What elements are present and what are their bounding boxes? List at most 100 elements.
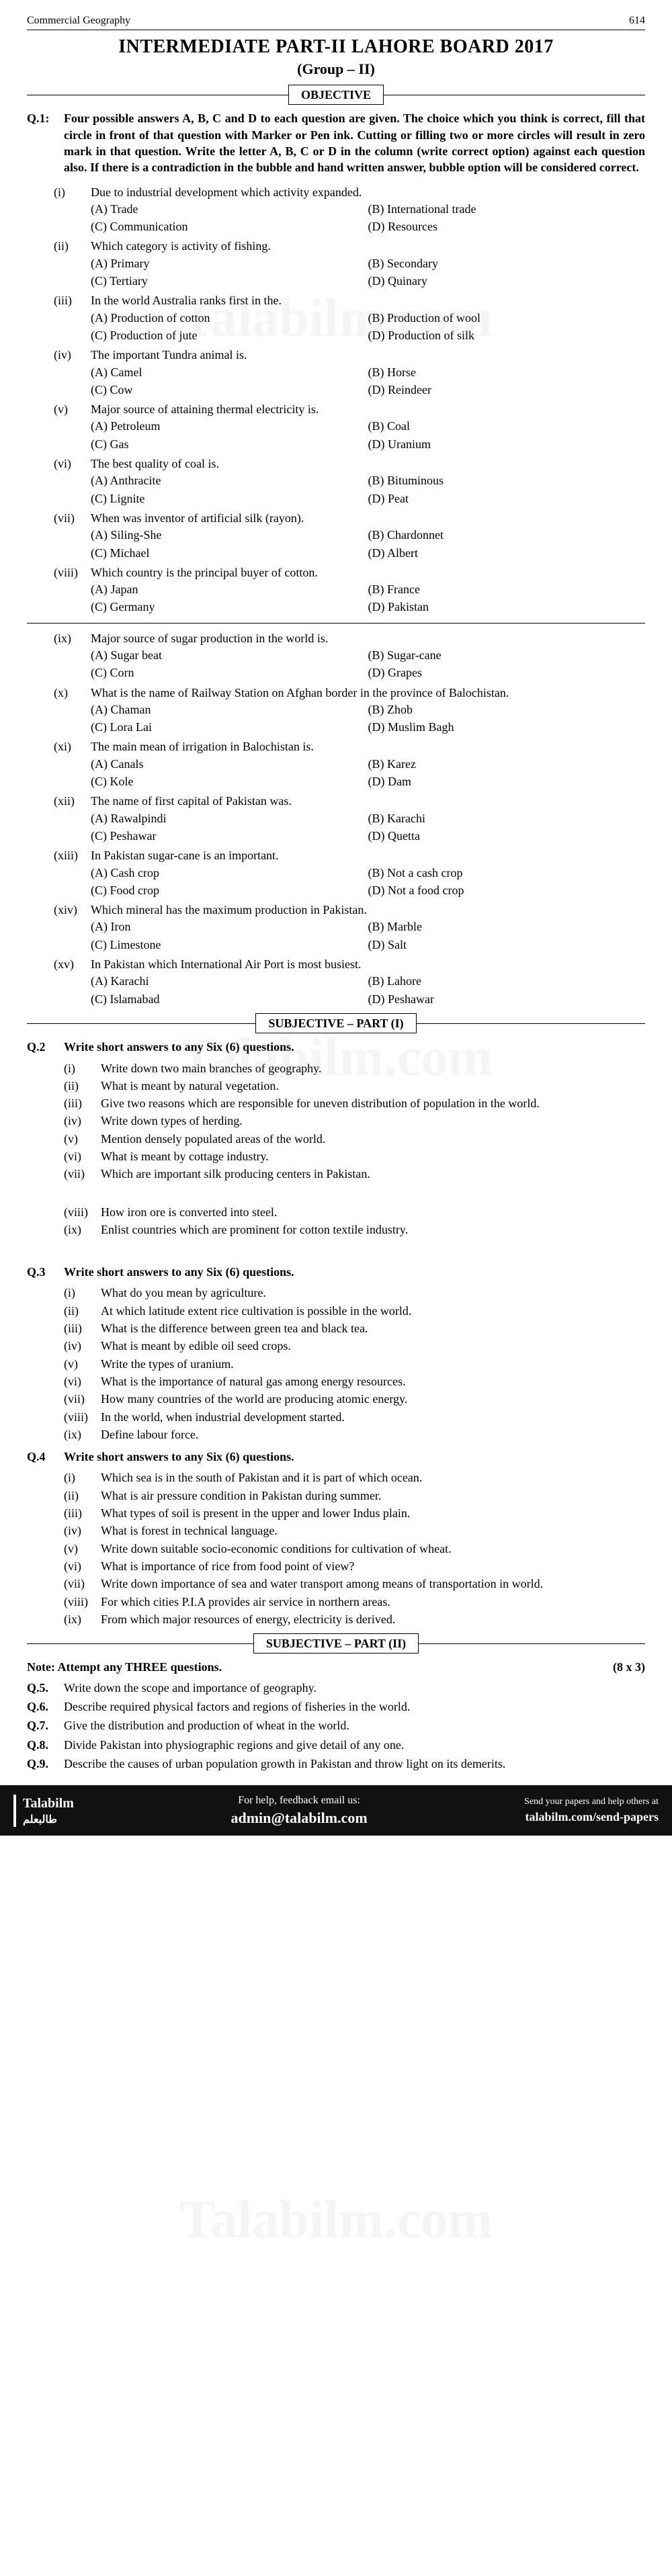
mcq-option: (C) Germany xyxy=(91,598,368,615)
mcq-roman: (iii) xyxy=(54,292,91,308)
sub-roman: (iii) xyxy=(64,1320,101,1336)
mcq-option: (D) Peat xyxy=(368,490,646,507)
mcq-option: (A) Sugar beat xyxy=(91,646,368,664)
sub-question: (ix)From which major resources of energy… xyxy=(64,1611,645,1628)
sub-question: (v)Write the types of uranium. xyxy=(64,1355,645,1373)
mcq-roman: (iv) xyxy=(54,347,91,363)
mcq-option: (C) Gas xyxy=(91,435,368,453)
mcq-option: (D) Quinary xyxy=(368,272,646,290)
mcq-roman: (i) xyxy=(54,184,91,200)
objective-divider: OBJECTIVE xyxy=(27,85,645,105)
mcq-option: (C) Limestone xyxy=(91,936,368,953)
sub-text: What is meant by cottage industry. xyxy=(101,1148,269,1164)
footer-send-link: talabilm.com/send-papers xyxy=(524,1809,659,1825)
sub-text: Define labour force. xyxy=(101,1426,198,1443)
footer-brand: Talabilm طالبعلم xyxy=(13,1795,74,1828)
mcq-item: (iv)The important Tundra animal is.(A) C… xyxy=(54,347,645,398)
sub-question: (vii)How many countries of the world are… xyxy=(64,1390,645,1408)
note-text: Note: Attempt any THREE questions. xyxy=(27,1659,222,1675)
mcq-option: (B) Secondary xyxy=(368,255,646,272)
mcq-options: (A) Petroleum(B) Coal(C) Gas(D) Uranium xyxy=(91,417,645,453)
mcq-stem-text: Major source of sugar production in the … xyxy=(91,630,328,646)
mcq-roman: (xiii) xyxy=(54,847,91,863)
mcq-option: (B) International trade xyxy=(368,200,646,218)
q-label: Q.3 xyxy=(27,1264,64,1280)
mcq-stem-text: Major source of attaining thermal electr… xyxy=(91,401,319,417)
mcq-option: (A) Karachi xyxy=(91,972,368,990)
mcq-option: (B) France xyxy=(368,581,646,598)
mcq-option: (C) Food crop xyxy=(91,882,368,899)
mcq-option: (B) Zhob xyxy=(368,701,646,718)
mcq-option: (D) Salt xyxy=(368,936,646,953)
mcq-stem-text: In Pakistan which International Air Port… xyxy=(91,956,361,972)
sub-roman: (viii) xyxy=(64,1594,101,1610)
sub-roman: (iii) xyxy=(64,1095,101,1111)
sub-question: (v)Mention densely populated areas of th… xyxy=(64,1130,645,1148)
mcq-block: (i)Due to industrial development which a… xyxy=(27,184,645,616)
mcq-option: (D) Uranium xyxy=(368,435,646,453)
mcq-option: (A) Japan xyxy=(91,581,368,598)
mcq-option: (A) Trade xyxy=(91,200,368,218)
sub-text: Write down types of herding. xyxy=(101,1113,243,1129)
sub-roman: (v) xyxy=(64,1131,101,1147)
long-question: Q.9.Describe the causes of urban populat… xyxy=(27,1756,645,1772)
main-title: INTERMEDIATE PART-II LAHORE BOARD 2017 xyxy=(27,34,645,60)
sub-text: Which are important silk producing cente… xyxy=(101,1166,370,1182)
mcq-option: (A) Chaman xyxy=(91,701,368,718)
mcq-stem-text: What is the name of Railway Station on A… xyxy=(91,685,509,701)
sub-text: At which latitude extent rice cultivatio… xyxy=(101,1303,411,1319)
mcq-item: (v)Major source of attaining thermal ele… xyxy=(54,401,645,453)
long-question: Q.5.Write down the scope and importance … xyxy=(27,1680,645,1696)
mcq-option: (D) Production of silk xyxy=(368,327,646,344)
sub-question: (ii)At which latitude extent rice cultiv… xyxy=(64,1302,645,1320)
mcq-stem-text: Which category is activity of fishing. xyxy=(91,238,271,254)
sub-question: (ii)What is air pressure condition in Pa… xyxy=(64,1487,645,1504)
q-text: Write short answers to any Six (6) quest… xyxy=(64,1264,294,1280)
sub-text: Give two reasons which are responsible f… xyxy=(101,1095,540,1111)
mcq-roman: (vii) xyxy=(54,510,91,526)
mcq-item: (vi)The best quality of coal is.(A) Anth… xyxy=(54,456,645,507)
mcq-option: (B) Not a cash crop xyxy=(368,864,646,882)
sub-question: (vii)Which are important silk producing … xyxy=(64,1165,645,1183)
sub-roman: (ii) xyxy=(64,1303,101,1319)
mcq-stem-text: Which mineral has the maximum production… xyxy=(91,902,367,918)
q-text: Write short answers to any Six (6) quest… xyxy=(64,1039,294,1055)
sub-question: (vi)What is meant by cottage industry. xyxy=(64,1148,645,1165)
subjective2-divider: SUBJECTIVE – PART (II) xyxy=(27,1633,645,1654)
mcq-options: (A) Camel(B) Horse(C) Cow(D) Reindeer xyxy=(91,363,645,399)
mcq-roman: (vi) xyxy=(54,456,91,472)
mcq-option: (A) Rawalpindi xyxy=(91,810,368,827)
long-q-label: Q.8. xyxy=(27,1737,64,1753)
mcq-stem-text: When was inventor of artificial silk (ra… xyxy=(91,510,304,526)
sub-roman: (viii) xyxy=(64,1409,101,1425)
mcq-options: (A) Trade(B) International trade(C) Comm… xyxy=(91,200,645,236)
mcq-option: (C) Cow xyxy=(91,381,368,398)
mcq-option: (C) Michael xyxy=(91,544,368,562)
mcq-option: (A) Iron xyxy=(91,918,368,935)
mcq-option: (C) Corn xyxy=(91,664,368,681)
mcq-option: (C) Production of jute xyxy=(91,327,368,344)
sub-question: (i)Write down two main branches of geogr… xyxy=(64,1060,645,1077)
mcq-option: (D) Albert xyxy=(368,544,646,562)
sub-roman: (i) xyxy=(64,1060,101,1076)
mcq-option: (B) Horse xyxy=(368,363,646,381)
mcq-option: (D) Muslim Bagh xyxy=(368,718,646,736)
long-q-label: Q.7. xyxy=(27,1717,64,1733)
long-q-label: Q.6. xyxy=(27,1699,64,1715)
mcq-option: (C) Kole xyxy=(91,773,368,790)
sub-text: What is meant by natural vegetation. xyxy=(101,1078,279,1094)
sub-text: How iron ore is converted into steel. xyxy=(101,1204,277,1220)
sub-roman: (ii) xyxy=(64,1078,101,1094)
mcq-item: (viii)Which country is the principal buy… xyxy=(54,564,645,616)
sub-question: (iii)Give two reasons which are responsi… xyxy=(64,1094,645,1112)
sub-text: How many countries of the world are prod… xyxy=(101,1391,407,1407)
subject-label: Commercial Geography xyxy=(27,13,130,28)
sub-text: What is the importance of natural gas am… xyxy=(101,1373,406,1389)
mcq-option: (A) Cash crop xyxy=(91,864,368,882)
sub-question: (i)What do you mean by agriculture. xyxy=(64,1284,645,1301)
mcq-option: (A) Canals xyxy=(91,755,368,773)
mcq-item: (iii)In the world Australia ranks first … xyxy=(54,292,645,344)
sub-text: Write down suitable socio-economic condi… xyxy=(101,1541,452,1557)
mcq-item: (ix)Major source of sugar production in … xyxy=(54,630,645,682)
short-question-head: Q.3Write short answers to any Six (6) qu… xyxy=(27,1264,645,1280)
